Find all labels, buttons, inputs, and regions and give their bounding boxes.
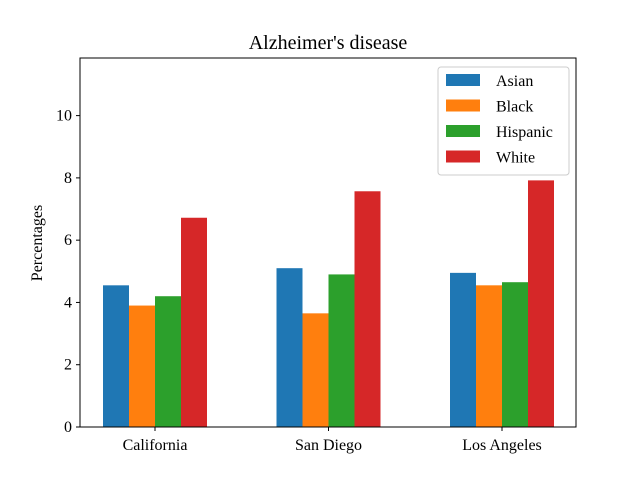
bar-asian-san-diego [276, 268, 303, 427]
legend-swatch-asian [446, 74, 480, 86]
bar-black-san-diego [302, 313, 329, 427]
bar-hispanic-los-angeles [502, 282, 528, 427]
bar-black-california [129, 305, 155, 427]
x-tick-label: California [123, 437, 188, 454]
legend-label-asian: Asian [496, 73, 533, 90]
legend-label-hispanic: Hispanic [496, 124, 553, 141]
y-tick-label: 2 [64, 357, 72, 374]
bar-white-los-angeles [528, 180, 554, 427]
bar-hispanic-san-diego [328, 274, 355, 427]
bar-hispanic-california [155, 296, 181, 427]
y-tick-label: 0 [64, 419, 72, 436]
y-ticks: 0 2 4 6 8 10 [56, 108, 80, 436]
y-tick-label: 6 [64, 232, 72, 249]
y-axis-label: Percentages [29, 205, 46, 281]
bar-black-los-angeles [476, 285, 502, 427]
legend-label-black: Black [496, 99, 533, 116]
plot-frame [79, 57, 577, 428]
bar-asian-los-angeles [450, 272, 476, 427]
bar-white-california [181, 217, 207, 427]
bar-asian-california [103, 285, 129, 427]
legend: Asian Black Hispanic White [437, 66, 570, 176]
x-tick-label: San Diego [295, 437, 362, 454]
y-tick-label: 4 [64, 294, 72, 311]
y-tick-label: 8 [64, 170, 72, 187]
legend-box [437, 66, 570, 176]
y-tick-label: 10 [56, 108, 72, 125]
legend-swatch-black [446, 99, 480, 112]
legend-swatch-hispanic [446, 125, 480, 137]
bars-group [103, 180, 554, 427]
x-tick-label: Los Angeles [462, 437, 542, 454]
bar-white-san-diego [354, 191, 381, 427]
x-ticks: California San Diego Los Angeles [123, 427, 542, 454]
chart-title: Alzheimer's disease [249, 32, 408, 54]
legend-label-white: White [496, 150, 535, 167]
legend-swatch-white [446, 150, 480, 163]
